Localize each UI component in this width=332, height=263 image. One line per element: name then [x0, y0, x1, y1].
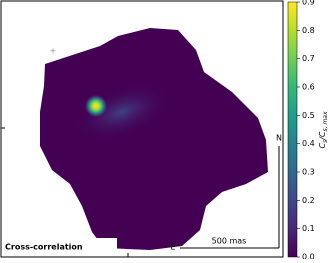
- colorbar-label-part: C: [318, 143, 327, 149]
- colorbar-label-part: s, max: [322, 111, 329, 131]
- east-label: E: [170, 243, 175, 252]
- chart-title: Cross-correlation: [5, 243, 83, 252]
- colorbar-label-part: /C: [318, 131, 327, 141]
- title-bg: [3, 238, 117, 254]
- colorbar-label-part: s: [322, 140, 329, 143]
- colorbar-tick-label: 0.3: [302, 168, 315, 177]
- peak: [85, 95, 107, 117]
- colorbar-tick-label: 0.2: [302, 196, 315, 205]
- colorbar-tick-label: 0.6: [302, 83, 315, 92]
- colorbar-tick-label: 0.8: [302, 26, 315, 35]
- colorbar-label: Cs/Cs, max: [318, 111, 330, 148]
- scale-label: 500 mas: [212, 237, 247, 246]
- colorbar-tick-label: 0.0: [302, 253, 315, 260]
- colorbar: [287, 1, 298, 258]
- colorbar-tick-label: 0.5: [302, 111, 315, 120]
- colorbar-tick-label: 0.7: [302, 54, 315, 63]
- correlation-map: [40, 28, 268, 250]
- north-label: N: [276, 134, 282, 143]
- colorbar-tick-label: 0.9: [302, 0, 315, 7]
- marker: +: [50, 47, 57, 56]
- colorbar-tick-label: 0.4: [302, 139, 315, 148]
- colorbar-tick-label: 0.1: [302, 224, 315, 233]
